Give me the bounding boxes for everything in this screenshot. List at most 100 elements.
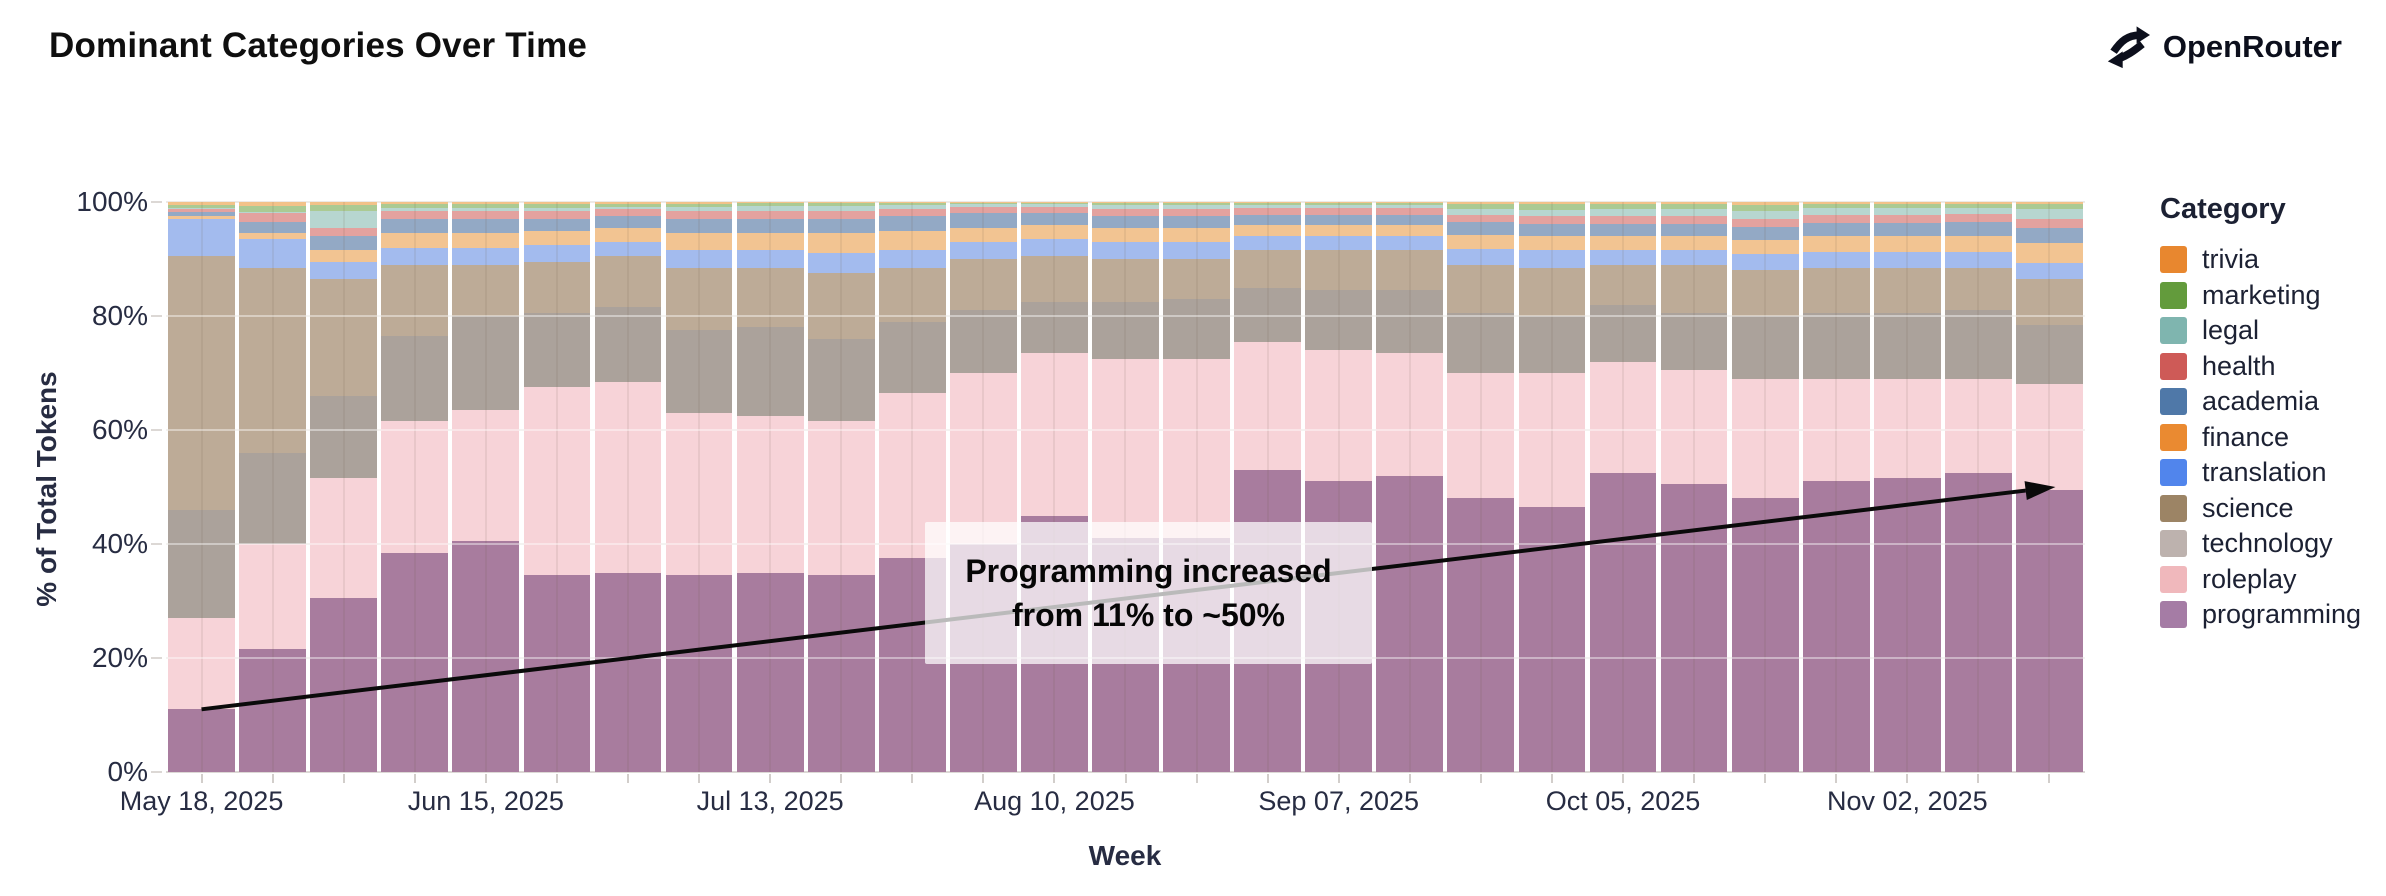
bar-segment-legal [1447, 208, 1515, 215]
bar-segment-science [594, 256, 662, 308]
bar-segment-legal [1589, 209, 1657, 217]
bar-segment-academia [239, 221, 306, 234]
bar-segment-science [1021, 256, 1088, 302]
annotation-text-line2: from 11% to ~50% [1012, 597, 1285, 633]
bar-segment-health [523, 210, 591, 220]
bar-segment-marketing [1234, 203, 1302, 206]
bar-segment-translation [1731, 254, 1799, 271]
bar-week-may-25-2025 [239, 202, 306, 772]
annotation-text-line1: Programming increased [965, 553, 1332, 589]
bar-segment-health [1305, 208, 1373, 215]
bar-segment-finance [452, 233, 520, 248]
bar-week-jun-22-2025 [523, 202, 591, 772]
bar-week-nov-09-2025 [1945, 202, 2012, 772]
bar-segment-roleplay [665, 412, 733, 576]
y-axis-tick [151, 543, 162, 545]
bar-segment-health [736, 210, 804, 220]
bar-segment-health [168, 208, 235, 212]
bar-segment-health [2016, 219, 2083, 228]
legend-title: Category [2160, 193, 2286, 225]
bar-segment-legal [1376, 205, 1444, 209]
bar-segment-trivia [1234, 202, 1302, 204]
bar-segment-marketing [1873, 203, 1941, 208]
bar-segment-health [1447, 214, 1515, 222]
legend-label: academia [2202, 386, 2320, 417]
bar-segment-marketing [949, 202, 1017, 204]
bar-segment-science [523, 261, 591, 314]
bar-segment-health [1234, 208, 1302, 215]
legend-item-technology: technology [2160, 526, 2386, 562]
bar-segment-marketing [1802, 203, 1870, 208]
bar-segment-technology [878, 321, 946, 393]
bar-segment-trivia [1376, 202, 1444, 204]
bar-week-oct-26-2025 [1802, 202, 1870, 772]
bar-segment-marketing [665, 203, 733, 207]
bar-segment-legal [1518, 210, 1586, 216]
y-axis-tick [151, 657, 162, 659]
bar-segment-academia [1305, 214, 1373, 225]
bar-segment-marketing [1518, 204, 1586, 210]
bar-center-gridline [626, 202, 629, 772]
bar-week-jul-13-2025 [736, 202, 804, 772]
bar-segment-science [807, 273, 875, 339]
x-axis-tick [1195, 774, 1198, 783]
bar-segment-science [1802, 267, 1870, 314]
bar-segment-technology [1163, 298, 1230, 359]
bar-segment-translation [1234, 236, 1302, 251]
bar-segment-technology [736, 327, 804, 416]
bar-segment-trivia [239, 202, 306, 206]
bar-center-gridline [1906, 202, 1909, 772]
bar-segment-technology [665, 330, 733, 413]
legend-item-programming: programming [2160, 597, 2386, 633]
bar-segment-academia [1945, 221, 2012, 236]
bar-segment-technology [949, 310, 1017, 373]
bar-segment-translation [168, 219, 235, 257]
bar-segment-translation [665, 250, 733, 268]
bar-segment-finance [2016, 243, 2083, 263]
legend-item-marketing: marketing [2160, 278, 2386, 314]
bar-segment-programming [1376, 475, 1444, 772]
x-axis-tick [1764, 774, 1767, 783]
bar-segment-trivia [1731, 202, 1799, 205]
bar-segment-technology [1802, 313, 1870, 379]
bar-segment-science [1945, 267, 2012, 311]
bar-segment-marketing [736, 203, 804, 206]
bar-segment-legal [736, 206, 804, 211]
bar-segment-roleplay [1518, 373, 1586, 507]
bar-segment-health [665, 210, 733, 220]
x-axis-tick [1266, 774, 1269, 783]
y-axis-title: % of Total Tokens [31, 371, 62, 607]
bar-segment-translation [239, 239, 306, 268]
bar-segment-academia [594, 216, 662, 228]
x-axis-tick [911, 774, 914, 783]
bar-segment-roleplay [1305, 350, 1373, 482]
bar-segment-legal [523, 207, 591, 211]
bar-segment-academia [1518, 223, 1586, 237]
bar-segment-academia [168, 211, 235, 217]
bar-segment-technology [1447, 313, 1515, 373]
x-axis-tick-label: Aug 10, 2025 [974, 786, 1135, 816]
bar-segment-finance [594, 227, 662, 242]
bar-segment-marketing [1731, 204, 1799, 211]
legend-label: health [2202, 350, 2276, 381]
bar-segment-academia [452, 219, 520, 234]
bar-segment-science [1092, 259, 1159, 302]
bar-segment-roleplay [523, 387, 591, 576]
legend-label: marketing [2202, 279, 2321, 310]
bar-segment-technology [1234, 287, 1302, 342]
bar-segment-academia [310, 236, 378, 251]
bar-segment-marketing [1376, 203, 1444, 206]
x-axis-tick [1479, 774, 1482, 783]
legend-item-health: health [2160, 349, 2386, 385]
bar-segment-translation [1447, 248, 1515, 265]
bar-segment-finance [807, 233, 875, 254]
bar-segment-health [1518, 215, 1586, 224]
bar-segment-finance [1802, 236, 1870, 252]
bar-segment-academia [1021, 213, 1088, 225]
bar-segment-marketing [1589, 204, 1657, 210]
legend-item-roleplay: roleplay [2160, 562, 2386, 598]
bar-segment-finance [1447, 234, 1515, 249]
bar-center-gridline [1337, 202, 1340, 772]
bar-segment-roleplay [736, 415, 804, 573]
bar-segment-science [665, 267, 733, 331]
